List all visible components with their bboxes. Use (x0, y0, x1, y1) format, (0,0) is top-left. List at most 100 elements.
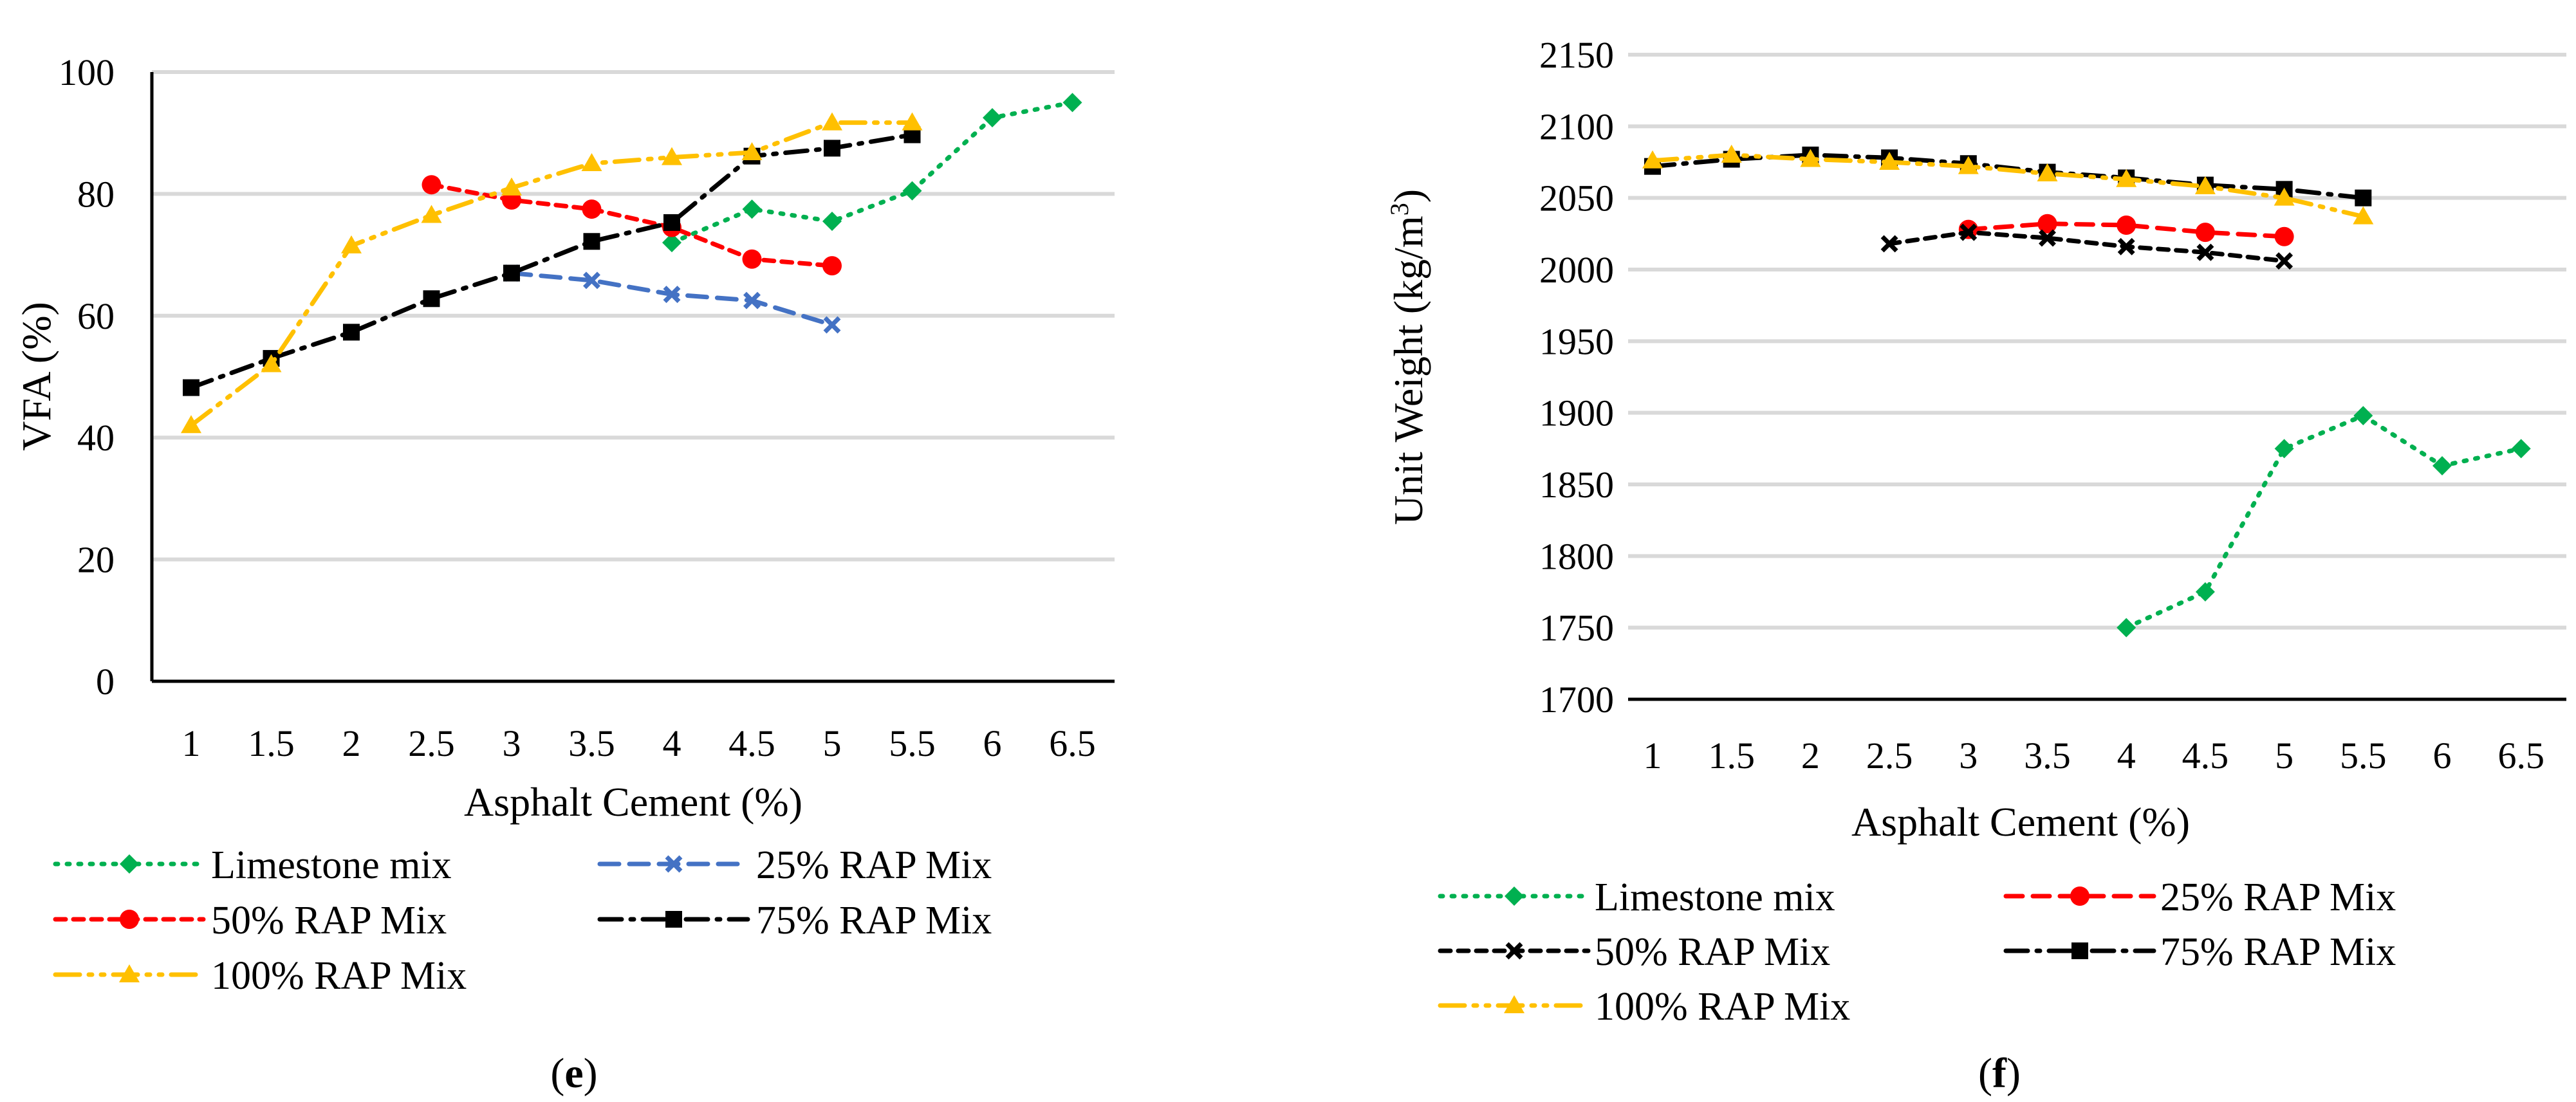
chart-f-data-point (1958, 156, 1979, 174)
chart-f-data-point (2275, 252, 2293, 270)
chart-e-x-tick-label: 3.5 (568, 722, 615, 764)
legend-e-marker (119, 964, 140, 982)
chart-f-legend: Limestone mix 25% RAP Mix 50% RAP Mix 75… (1438, 876, 2396, 1029)
chart-e-x-tick-label: 4 (663, 722, 681, 764)
chart-e-data-point (341, 235, 362, 253)
chart-e-data-point (902, 181, 922, 201)
legend-f-rap25: 25% RAP Mix (2003, 876, 2396, 919)
chart-f-y-tick-label: 1900 (1539, 392, 1614, 434)
legend-e-marker (665, 855, 683, 873)
chart-e-data-point (663, 286, 681, 304)
legend-f-rap75-label: 75% RAP Mix (2160, 930, 2396, 974)
chart-e-series-limestone-mix (662, 93, 1082, 253)
chart-f-data-point (2274, 439, 2294, 459)
chart-e-x-label: Asphalt Cement (%) (464, 779, 802, 825)
chart-e-series-line (189, 133, 914, 390)
chart-f-data-point (2037, 214, 2057, 234)
chart-e-data-point (181, 415, 201, 434)
panel-label-e: (e) (550, 1050, 597, 1097)
chart-f-series-line (1650, 152, 2366, 219)
chart-e-x-tick-label: 6.5 (1049, 722, 1096, 764)
chart-f-y-tick-label: 2000 (1539, 249, 1614, 291)
chart-f-series-line (1887, 230, 2287, 264)
chart-e-data-point (822, 256, 842, 276)
chart-f-data-point (1721, 144, 1742, 163)
legend-e-rap50-label: 50% RAP Mix (211, 899, 447, 942)
chart-e-data-point (822, 112, 842, 131)
chart-e-x-tick-label: 5 (823, 722, 842, 764)
chart-e-series (181, 93, 1082, 434)
chart-f-x-tick-label: 6.5 (2497, 735, 2544, 776)
chart-f-x-tick-label: 1 (1644, 735, 1662, 776)
legend-f-marker (1505, 942, 1523, 960)
chart-e-data-point (183, 379, 199, 396)
chart-e-data-point (983, 108, 1002, 128)
chart-e-x-tick-label: 3 (503, 722, 521, 764)
chart-f-x-tick-label: 4 (2117, 735, 2136, 776)
legend-f-marker (1504, 995, 1524, 1013)
legend-e-rap75-label: 75% RAP Mix (756, 899, 992, 942)
chart-e-series-75-rap-mix (183, 126, 921, 396)
chart-f-data-point (2039, 229, 2056, 247)
legend-e-limestone: Limestone mix (53, 843, 452, 887)
legend-e-rap25: 25% RAP Mix (597, 843, 992, 887)
chart-f-data-point (1642, 150, 1663, 169)
chart-e-y-tick-label: 40 (77, 417, 115, 459)
chart-e-data-point (421, 205, 442, 223)
chart-e-data-point (582, 199, 602, 219)
chart-f-x-tick-label: 5 (2275, 735, 2293, 776)
chart-f-y-tick-label: 1700 (1539, 679, 1614, 721)
legend-e-rap75: 75% RAP Mix (597, 899, 992, 942)
legend-f-limestone-label: Limestone mix (1595, 876, 1835, 919)
chart-f-data-point (2117, 618, 2136, 638)
legend-e-rap25-label: 25% RAP Mix (756, 843, 992, 887)
legend-f-limestone: Limestone mix (1438, 876, 1835, 919)
chart-f-data-point (2353, 406, 2373, 426)
legend-e-rap50: 50% RAP Mix (53, 899, 447, 942)
chart-e-data-point (663, 214, 680, 231)
chart-e-data-point (422, 175, 441, 195)
legend-e-marker (120, 854, 139, 874)
chart-e-data-point (743, 291, 761, 309)
chart-f-data-point (1879, 152, 1900, 170)
chart-f-data-point (1960, 223, 1978, 241)
chart-f-x-tick-label: 6 (2433, 735, 2452, 776)
chart-f-x-tick-label: 3.5 (2024, 735, 2071, 776)
legend-f-rap50: 50% RAP Mix (1438, 930, 1830, 974)
chart-e-x-tick-label: 2 (342, 722, 361, 764)
chart-f-data-point (2196, 243, 2214, 261)
chart-e-y-label: VFA (%) (14, 302, 59, 451)
chart-e-data-point (824, 140, 840, 157)
chart-f: 1700175018001850190019502000205021002150… (1385, 34, 2566, 1097)
chart-e-series-100-rap-mix (181, 112, 923, 434)
chart-f-x-label: Asphalt Cement (%) (1851, 799, 2190, 845)
chart-e-x-tick-label: 2.5 (408, 722, 455, 764)
chart-f-series-line (1966, 221, 2287, 239)
chart-e-y-tick-label: 0 (96, 661, 115, 703)
chart-f-series-100-rap-mix (1642, 144, 2374, 225)
chart-e-data-point (742, 199, 762, 219)
chart-f-y-tick-label: 1750 (1539, 607, 1614, 649)
legend-f-rap75: 75% RAP Mix (2003, 930, 2396, 974)
chart-f-data-point (2116, 169, 2137, 187)
chart-e-data-point (501, 177, 522, 196)
legend-e-rap100: 100% RAP Mix (53, 954, 467, 998)
chart-f-x-tick-label: 1.5 (1708, 735, 1755, 776)
chart-e-gridlines (152, 70, 1115, 562)
chart-f-y-tick-label: 2150 (1539, 34, 1614, 76)
chart-e-y-ticks: 0 20 40 60 80 100 (59, 51, 115, 703)
chart-f-data-point (2355, 189, 2372, 207)
legend-f-rap100-label: 100% RAP Mix (1595, 985, 1850, 1029)
chart-e-data-point (662, 233, 681, 253)
chart-f-data-point (2274, 226, 2294, 246)
chart-f-series (1642, 144, 2531, 638)
legend-f-marker (2070, 886, 2090, 906)
chart-e-series-50-rap-mix (422, 175, 842, 276)
panel-label-f: (f) (1978, 1050, 2021, 1097)
chart-f-x-tick-label: 2.5 (1866, 735, 1913, 776)
chart-f-y-tick-label: 2100 (1539, 106, 1614, 147)
chart-f-data-point (1880, 235, 1898, 253)
chart-e-data-point (902, 112, 923, 131)
legend-e-marker (120, 910, 139, 929)
